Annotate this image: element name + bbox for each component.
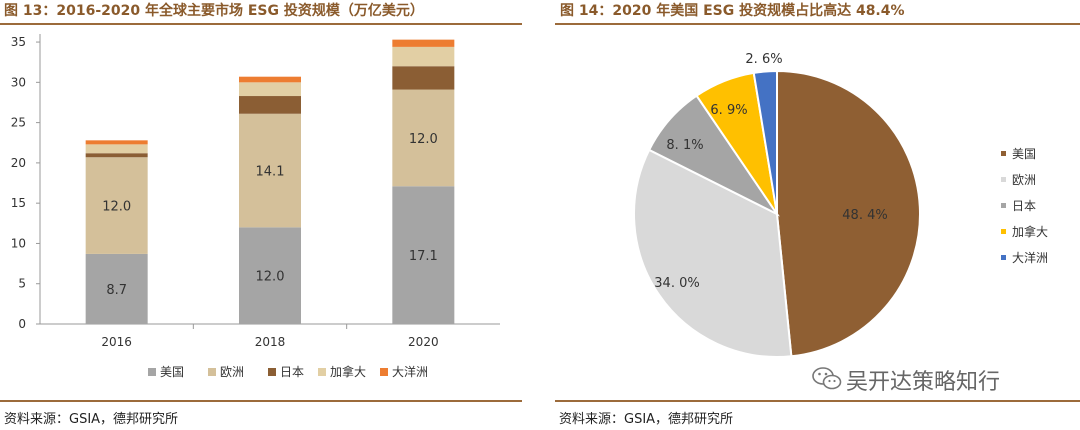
stacked-bar-chart: 0 5 10 15 20 25 30 35 8.7 12.0 2016 12.0 14.1 2018 17.… xyxy=(11,34,500,379)
data-label: 8.7 xyxy=(106,283,127,298)
left-chart-title: 图 13：2016-2020 年全球主要市场 ESG 投资规模（万亿美元） xyxy=(4,3,424,19)
legend-swatch-美国 xyxy=(148,368,156,376)
data-label: 12.0 xyxy=(102,200,131,215)
legend-label-欧洲: 欧洲 xyxy=(220,365,244,379)
y-tick-label: 20 xyxy=(11,156,26,170)
bar-segment-美国-2018 xyxy=(239,227,301,324)
legend-swatch-日本 xyxy=(268,368,276,376)
bar-segment-欧洲-2018 xyxy=(239,113,301,228)
x-tick-label: 2020 xyxy=(408,335,439,349)
pie-slice-美国 xyxy=(776,69,921,358)
pie-label-美国: 48. 4% xyxy=(842,208,887,223)
bar-segment-大洋洲-2016 xyxy=(85,140,148,145)
bar-segment-大洋洲-2018 xyxy=(239,76,301,83)
data-label: 12.0 xyxy=(256,270,285,285)
pie-legend-label-大洋洲: 大洋洲 xyxy=(1012,250,1048,265)
y-tick-label: 30 xyxy=(11,75,26,89)
pie-label-日本: 8. 1% xyxy=(666,138,703,153)
x-tick-label: 2016 xyxy=(101,335,132,349)
bar-segment-加拿大-2016 xyxy=(85,144,148,154)
pie-legend-label-日本: 日本 xyxy=(1012,199,1036,213)
y-tick-label: 25 xyxy=(11,116,26,130)
bar-segment-加拿大-2018 xyxy=(239,82,301,97)
legend-label-加拿大: 加拿大 xyxy=(330,364,366,379)
right-title-rule xyxy=(555,23,1080,25)
pie-legend-swatch-美国 xyxy=(1001,151,1006,156)
y-tick-label: 35 xyxy=(11,35,26,49)
bar-segment-大洋洲-2020 xyxy=(392,39,455,47)
pie-legend-label-欧洲: 欧洲 xyxy=(1012,173,1036,187)
pie-label-加拿大: 6. 9% xyxy=(710,103,747,118)
legend-label-大洋洲: 大洋洲 xyxy=(392,364,428,379)
y-tick-label: 0 xyxy=(18,317,26,331)
wechat-icon xyxy=(812,367,842,390)
legend-swatch-大洋洲 xyxy=(380,368,388,376)
right-bottom-rule xyxy=(555,400,1080,402)
x-tick-label: 2018 xyxy=(255,335,286,349)
legend-swatch-加拿大 xyxy=(318,368,326,376)
y-tick-label: 10 xyxy=(11,236,26,250)
bar-segment-日本-2018 xyxy=(239,96,301,114)
pie-legend-swatch-大洋洲 xyxy=(1001,255,1006,260)
bar-segment-欧洲-2016 xyxy=(85,157,148,254)
left-title-rule xyxy=(0,23,522,25)
legend-label-日本: 日本 xyxy=(280,365,304,379)
pie-label-大洋洲: 2. 6% xyxy=(745,52,782,67)
bar-segment-美国-2020 xyxy=(392,186,455,324)
pie-legend-swatch-加拿大 xyxy=(1001,229,1006,234)
pie-slice-大洋洲 xyxy=(752,69,778,215)
pie-label-欧洲: 34. 0% xyxy=(654,276,699,291)
right-source: 资料来源：GSIA，德邦研究所 xyxy=(559,412,734,427)
pie-legend-label-加拿大: 加拿大 xyxy=(1012,224,1048,239)
legend-label-美国: 美国 xyxy=(160,365,184,379)
data-label: 17.1 xyxy=(409,249,438,264)
left-bottom-rule xyxy=(0,400,522,402)
data-label: 14.1 xyxy=(256,165,285,180)
right-chart-title: 图 14：2020 年美国 ESG 投资规模占比高达 48.4% xyxy=(560,3,905,19)
data-label: 12.0 xyxy=(409,132,438,147)
bar-segment-日本-2020 xyxy=(392,66,455,90)
bar-segment-欧洲-2020 xyxy=(392,89,455,187)
bar-segment-加拿大-2020 xyxy=(392,46,455,67)
pie-legend-swatch-日本 xyxy=(1001,203,1006,208)
watermark-text: 吴开达策略知行 xyxy=(846,370,1001,395)
y-tick-label: 15 xyxy=(11,196,26,210)
pie-legend-swatch-欧洲 xyxy=(1001,177,1006,182)
y-tick-label: 5 xyxy=(18,277,26,291)
legend-swatch-欧洲 xyxy=(208,368,216,376)
bar-segment-日本-2016 xyxy=(85,153,148,158)
bar-segment-美国-2016 xyxy=(85,253,148,324)
left-source: 资料来源：GSIA，德邦研究所 xyxy=(4,412,179,427)
pie-legend-label-美国: 美国 xyxy=(1012,147,1036,161)
